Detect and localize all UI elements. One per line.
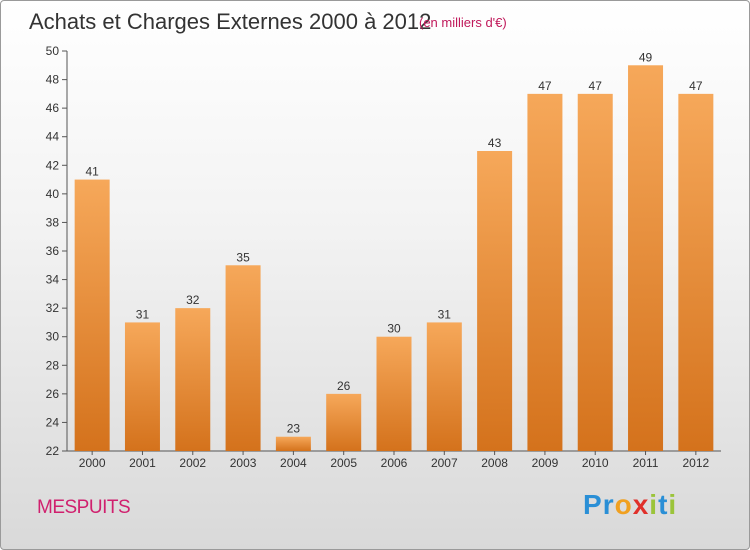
y-tick-label: 22: [46, 444, 60, 458]
y-tick-label: 36: [46, 244, 60, 258]
x-tick-label: 2010: [582, 456, 609, 470]
logo-letter: P: [583, 489, 603, 520]
y-tick-label: 24: [46, 415, 60, 429]
bar: [275, 436, 311, 451]
x-tick-label: 2008: [481, 456, 508, 470]
y-tick-label: 28: [46, 358, 60, 372]
labels: 2000 41 2001 31 2002 32 2003 35 2004 23 2005 26 2006…: [79, 50, 710, 470]
logo-letter: o: [614, 489, 633, 520]
x-tick-label: 2001: [129, 456, 156, 470]
x-tick-label: 2005: [330, 456, 357, 470]
y-tick-label: 50: [46, 44, 60, 58]
axes: 22 24 26 28 30 32 34 36 38 40 42 44 46 48 50: [46, 44, 721, 458]
bar: [74, 179, 110, 452]
data-label: 47: [538, 79, 552, 93]
bar: [477, 151, 513, 451]
data-label: 49: [639, 50, 653, 64]
data-label: 43: [488, 136, 502, 150]
bar: [326, 393, 362, 451]
bar: [124, 322, 160, 451]
bar: [628, 65, 664, 452]
y-tick-label: 44: [46, 130, 60, 144]
data-label: 30: [387, 322, 401, 336]
data-label: 32: [186, 293, 200, 307]
x-tick-label: 2007: [431, 456, 458, 470]
bar: [678, 93, 714, 451]
logo-letter: r: [602, 489, 615, 520]
bar: [175, 308, 211, 451]
bar: [225, 265, 261, 451]
x-tick-label: 2012: [682, 456, 709, 470]
y-tick-label: 26: [46, 387, 60, 401]
y-tick-label: 34: [46, 273, 60, 287]
y-tick-label: 48: [46, 73, 60, 87]
bar: [527, 93, 563, 451]
logo-letter: i: [649, 489, 659, 520]
logo-letter: i: [668, 489, 678, 520]
bars: [74, 65, 714, 452]
x-tick-label: 2004: [280, 456, 307, 470]
data-label: 31: [136, 307, 150, 321]
logo-letter: t: [658, 489, 669, 520]
proxiti-logo: Proxiti: [583, 489, 677, 521]
y-tick-label: 42: [46, 158, 60, 172]
y-tick-label: 32: [46, 301, 60, 315]
x-tick-label: 2002: [179, 456, 206, 470]
bar: [376, 336, 412, 451]
x-tick-label: 2011: [633, 456, 659, 470]
y-tick-label: 38: [46, 215, 60, 229]
commune-name: MESPUITS: [37, 497, 131, 518]
y-tick-label: 40: [46, 187, 60, 201]
data-label: 47: [689, 79, 703, 93]
chart-title: Achats et Charges Externes 2000 à 2012: [29, 9, 432, 34]
data-label: 41: [85, 165, 99, 179]
chart-unit: (en milliers d'€): [419, 15, 507, 30]
x-tick-label: 2006: [381, 456, 408, 470]
x-tick-label: 2009: [532, 456, 559, 470]
logo-letter: x: [632, 489, 650, 520]
x-tick-label: 2000: [79, 456, 106, 470]
bar: [577, 93, 613, 451]
data-label: 35: [236, 250, 250, 264]
data-label: 23: [287, 422, 301, 436]
y-tick-label: 46: [46, 101, 60, 115]
data-label: 26: [337, 379, 351, 393]
data-label: 31: [438, 307, 452, 321]
y-tick-label: 30: [46, 330, 60, 344]
data-label: 47: [589, 79, 603, 93]
x-tick-label: 2003: [230, 456, 257, 470]
bar: [426, 322, 462, 451]
